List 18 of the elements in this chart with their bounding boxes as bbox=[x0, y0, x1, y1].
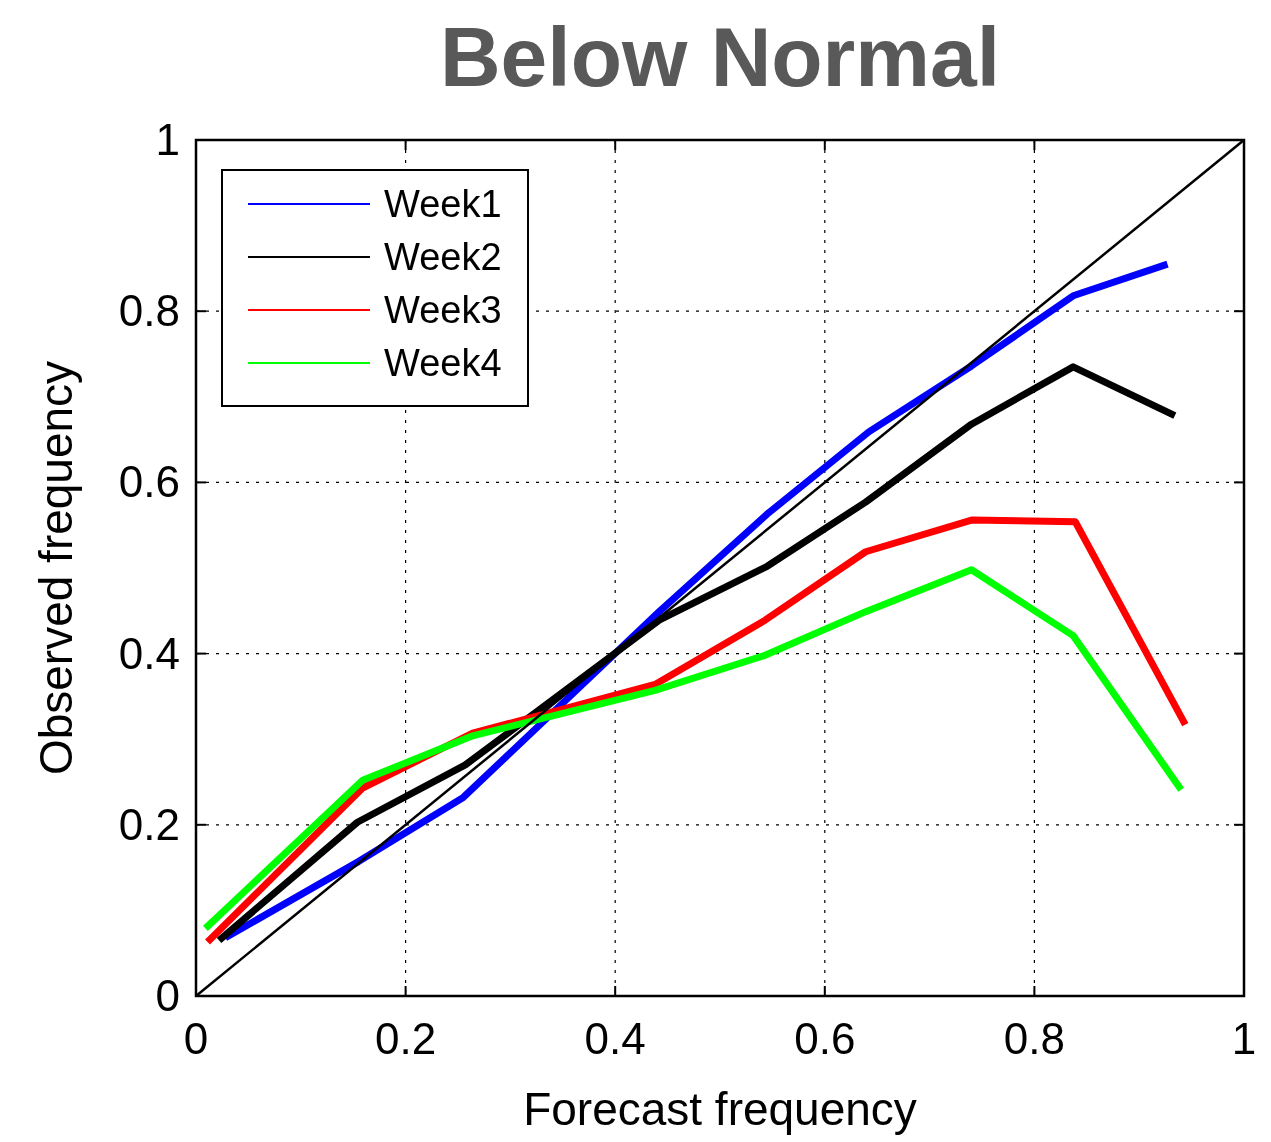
x-tick-label: 0.4 bbox=[584, 1014, 646, 1063]
chart-title: Below Normal bbox=[439, 10, 1001, 104]
y-axis-title: Observed frequency bbox=[30, 360, 82, 776]
x-tick-label: 0.8 bbox=[1003, 1014, 1065, 1063]
x-tick-label: 0.2 bbox=[375, 1014, 437, 1063]
x-tick-label: 1 bbox=[1231, 1014, 1257, 1063]
legend-label: Week2 bbox=[384, 236, 502, 278]
x-tick-label: 0.6 bbox=[794, 1014, 856, 1063]
legend-label: Week3 bbox=[384, 289, 502, 331]
legend-label: Week4 bbox=[384, 342, 502, 384]
y-tick-label: 1 bbox=[155, 115, 180, 164]
y-tick-label: 0.6 bbox=[118, 457, 180, 507]
y-tick-label: 0.2 bbox=[118, 799, 180, 849]
y-tick-label: 0 bbox=[155, 971, 180, 1020]
legend-label: Week1 bbox=[384, 183, 502, 225]
y-tick-label: 0.8 bbox=[118, 286, 180, 336]
y-tick-label: 0.4 bbox=[118, 628, 180, 678]
x-axis-title: Forecast frequency bbox=[523, 1083, 917, 1135]
